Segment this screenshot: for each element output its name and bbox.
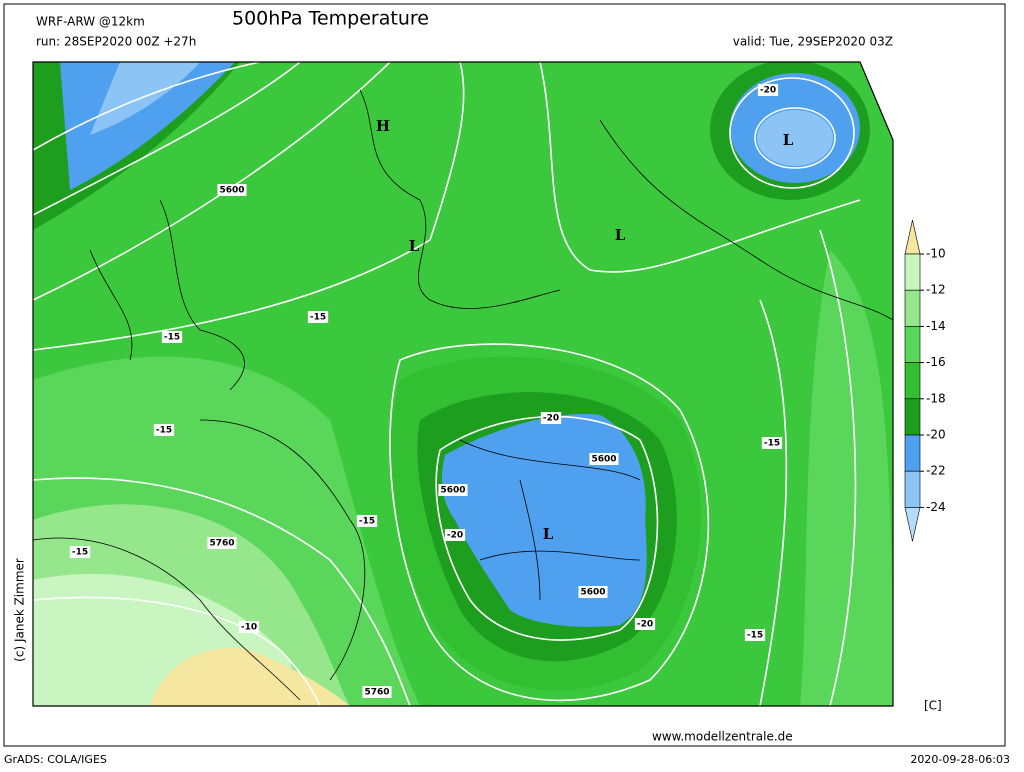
contour-line — [729, 77, 855, 189]
colorbar-label: -10 — [926, 247, 946, 261]
contour-label: -15 — [359, 517, 375, 527]
border — [459, 439, 641, 601]
contour-label: -15 — [747, 631, 763, 641]
credit: (c) Janek Zimmer — [13, 558, 27, 662]
borders — [33, 89, 893, 701]
contour-label: -20 — [637, 620, 653, 630]
contour-line — [435, 415, 659, 641]
colorbar: -10 -12 -14 -16 -18 -20 -22 -24 — [904, 219, 946, 542]
colorbar-label: -22 — [926, 464, 946, 478]
field-light-blue — [90, 62, 200, 135]
run-label: run: 28SEP2020 00Z +27h — [36, 35, 196, 49]
contour-label-box — [444, 529, 466, 541]
url: www.modellzentrale.de — [652, 730, 793, 744]
contour-label-box — [153, 424, 175, 436]
map-title: 500hPa Temperature — [232, 8, 429, 30]
contour-line — [389, 343, 710, 702]
pressure-center: L — [615, 226, 626, 244]
field-blue — [60, 62, 235, 190]
coastline — [359, 89, 561, 309]
timestamp: 2020-09-28-06:03 — [910, 753, 1010, 766]
contour-label: 5760 — [209, 539, 234, 549]
pressure-center: L — [783, 131, 794, 149]
colorbar-label: -24 — [926, 500, 946, 514]
contour-label: -20 — [447, 531, 463, 541]
contour-line — [33, 62, 301, 216]
contour-label-box — [540, 412, 562, 424]
contour-label: 5760 — [364, 688, 389, 698]
pressure-center: H — [376, 117, 390, 135]
contour-label: -15 — [156, 426, 172, 436]
contour-label-box — [69, 546, 91, 558]
contour-label: -20 — [760, 86, 776, 96]
contour-label-box — [634, 618, 656, 630]
contour-label-box — [356, 515, 378, 527]
contour-label-box — [589, 453, 619, 465]
software-label: GrADS: COLA/IGES — [4, 753, 107, 766]
contour-label-box — [307, 311, 329, 323]
contour-label: -20 — [543, 414, 559, 424]
contour-label: 5600 — [219, 186, 244, 196]
contour-label: -15 — [164, 333, 180, 343]
contour-line — [819, 229, 857, 706]
map-labels: 5600 -15 -15 -15 -15 -15 5760 -10 5760 5600 -20 -20… — [69, 84, 794, 698]
field-yellow — [150, 648, 350, 706]
model-label: WRF-ARW @12km — [36, 15, 145, 29]
contour-line — [33, 477, 411, 706]
valid-label: valid: Tue, 29SEP2020 03Z — [733, 35, 893, 49]
contour-line — [759, 299, 788, 706]
colorbar-swatch — [904, 434, 921, 472]
coastline — [89, 249, 133, 361]
contour-label-box — [207, 537, 237, 549]
contour-label-box — [161, 331, 183, 343]
unit-label: [C] — [924, 699, 942, 713]
contour-label-box — [238, 621, 260, 633]
field-light-blue — [757, 110, 833, 166]
border — [199, 419, 366, 681]
contour-line — [33, 62, 465, 351]
contour-label-box — [761, 437, 783, 449]
contour-label-box — [217, 184, 247, 196]
contour-line — [33, 62, 261, 151]
colorbar-label: -12 — [926, 283, 946, 297]
colorbar-label: -18 — [926, 391, 946, 405]
contour-label-box — [757, 84, 779, 96]
contour-label-box — [744, 629, 766, 641]
colorbar-swatch — [904, 398, 921, 436]
contour-label: -10 — [241, 623, 257, 633]
contour-label: -15 — [72, 548, 88, 558]
map-field — [32, 61, 894, 707]
contour-label: 5600 — [591, 455, 616, 465]
contour-label: 5600 — [580, 588, 605, 598]
coastline — [159, 199, 245, 391]
colorbar-label: -20 — [926, 428, 946, 442]
colorbar-label: -14 — [926, 319, 946, 333]
colorbar-swatch — [904, 253, 921, 291]
contour-label: -15 — [764, 439, 780, 449]
colorbar-swatch — [904, 289, 921, 327]
colorbar-swatch — [904, 362, 921, 400]
contour-label-box — [362, 686, 392, 698]
pressure-center: L — [543, 525, 554, 543]
border — [599, 119, 893, 321]
colorbar-label: -16 — [926, 355, 946, 369]
map-frame — [32, 61, 894, 707]
field-mid-green — [800, 250, 893, 706]
colorbar-swatch — [904, 470, 921, 508]
colorbar-swatch — [904, 326, 921, 363]
field-blue — [442, 414, 647, 627]
contour-label: -15 — [310, 313, 326, 323]
coastline — [33, 537, 301, 701]
contour-line — [539, 62, 861, 273]
contour-label-box — [578, 586, 608, 598]
contour-line — [754, 107, 836, 169]
colorbar-triangle — [904, 507, 921, 542]
contour-label: 5600 — [440, 486, 465, 496]
contour-label-box — [438, 484, 468, 496]
pressure-center: L — [409, 237, 420, 255]
